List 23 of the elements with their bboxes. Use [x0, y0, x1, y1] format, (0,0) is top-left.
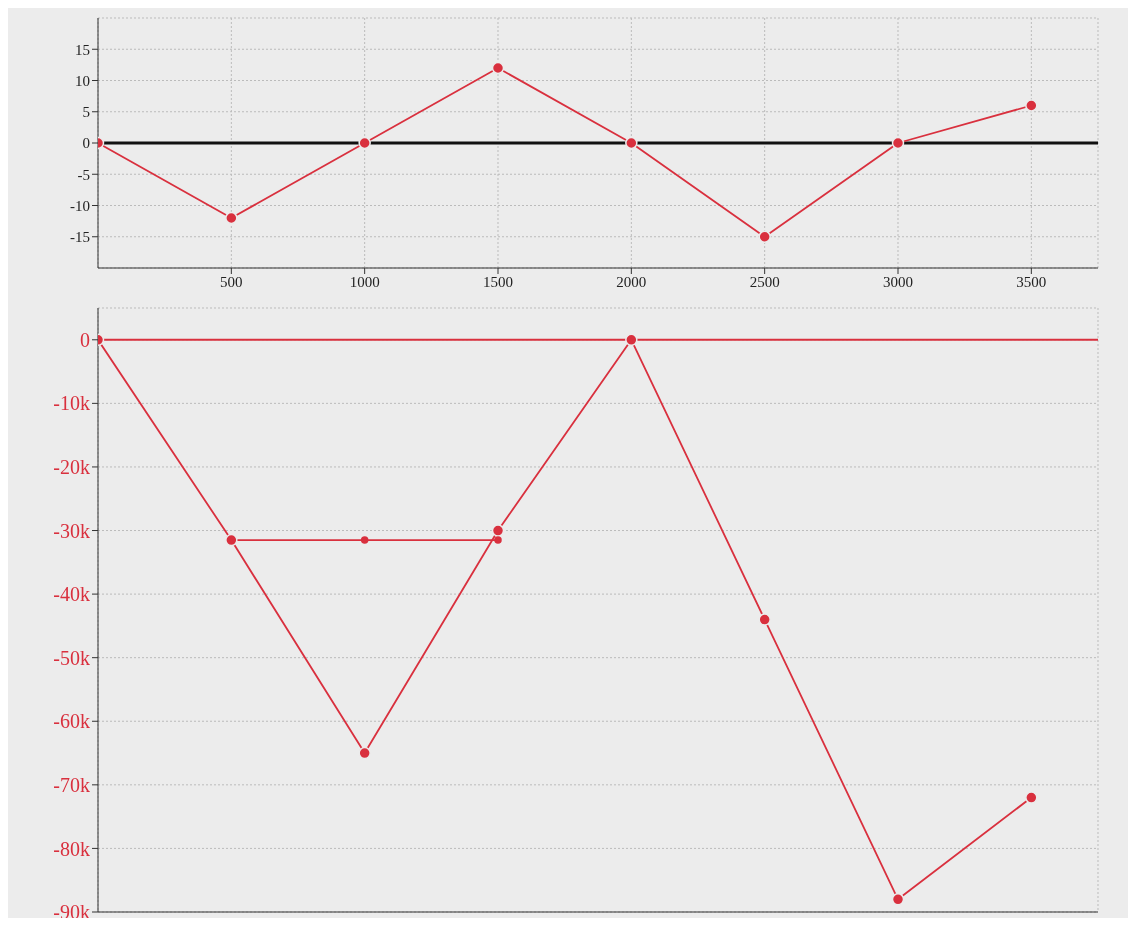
y-tick-label: -15	[70, 229, 90, 246]
x-tick-label: 1500	[483, 273, 513, 290]
y-tick-label: 10	[75, 72, 90, 89]
x-tick-label: 1000	[349, 273, 380, 290]
y-tick-label: 15	[75, 41, 90, 58]
x-tick-label: 500	[220, 273, 243, 290]
x-tick-label: 3500	[1016, 273, 1047, 290]
y-tick-label: -80k	[53, 837, 90, 860]
y-tick-label: -70k	[53, 773, 90, 796]
y-tick-label: -50k	[53, 646, 90, 669]
y-tick-label: 0	[82, 135, 90, 152]
y-tick-label: -10k	[53, 392, 90, 415]
y-tick-label: -60k	[53, 710, 90, 733]
y-tick-label: 0	[80, 328, 90, 351]
y-tick-label: 5	[82, 104, 90, 121]
y-tick-label: -20k	[53, 456, 90, 479]
y-tick-label: -30k	[53, 519, 90, 542]
x-tick-label: 3000	[883, 273, 913, 290]
y-tick-label: -5	[77, 166, 90, 183]
x-tick-label: 2500	[749, 273, 780, 290]
y-tick-label: -10	[70, 197, 90, 214]
y-tick-label: -40k	[53, 583, 90, 606]
x-tick-label: 2000	[616, 273, 647, 290]
